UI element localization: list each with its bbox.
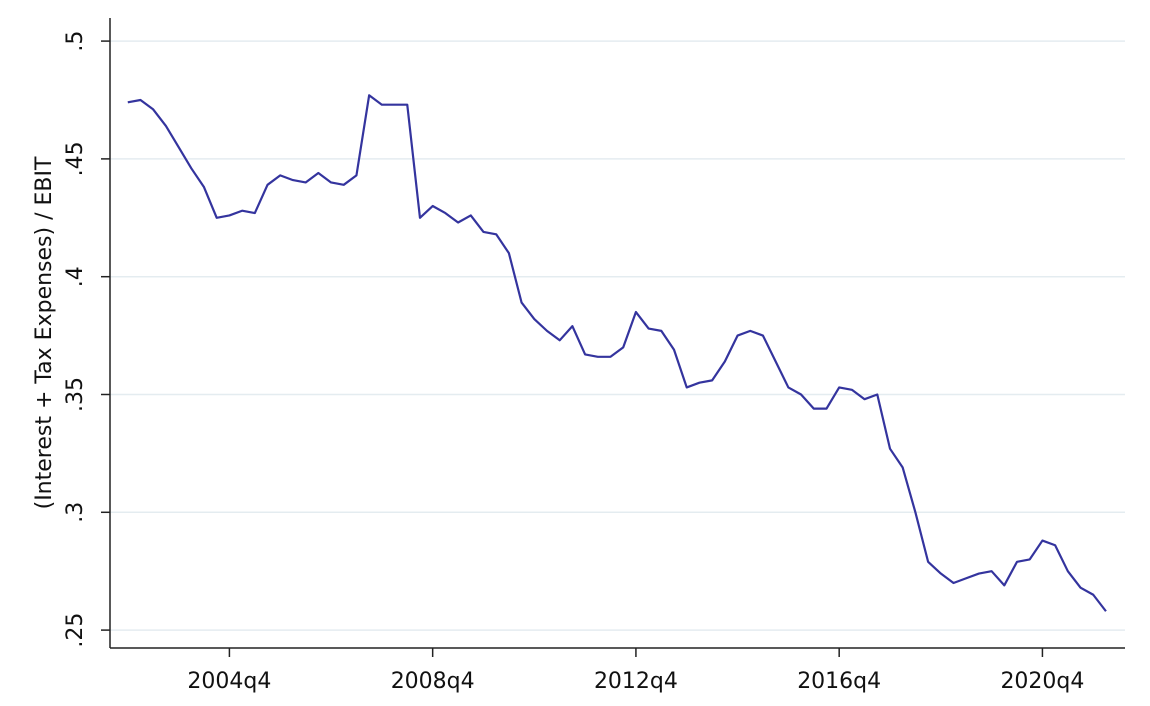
y-tick-label: .35	[63, 377, 88, 412]
y-axis-title: (Interest + Tax Expenses) / EBIT	[32, 156, 57, 509]
y-tick-label: .3	[63, 502, 88, 523]
x-tick-label: 2012q4	[594, 669, 678, 694]
line-series	[127, 94, 1107, 612]
x-tick-label: 2020q4	[1000, 669, 1084, 694]
x-tick-label: 2004q4	[187, 669, 271, 694]
y-tick-label: .5	[63, 31, 88, 52]
x-tick-label: 2016q4	[797, 669, 881, 694]
x-tick-label: 2008q4	[391, 669, 475, 694]
y-tick-label: .25	[63, 613, 88, 648]
y-tick-label: .4	[63, 266, 88, 287]
y-tick-label: .45	[63, 141, 88, 176]
